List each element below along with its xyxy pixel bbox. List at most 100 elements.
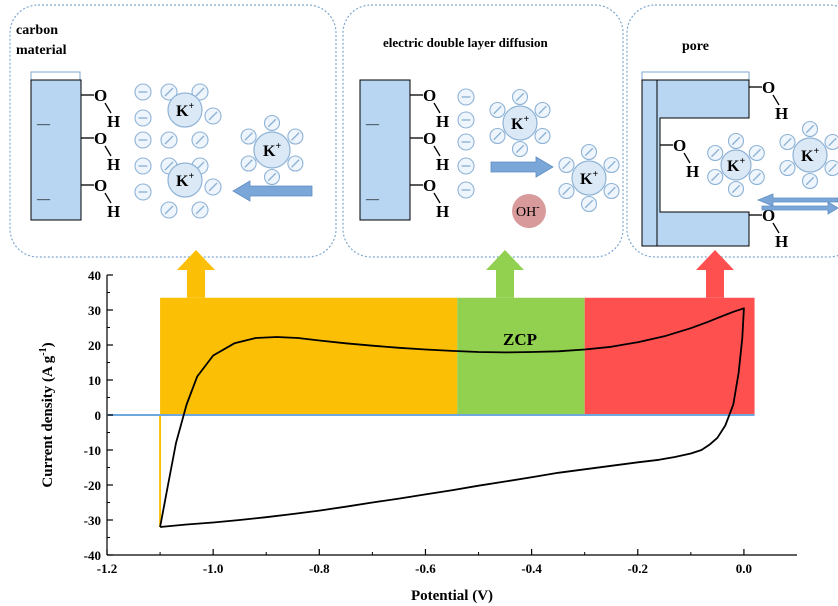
x-tick-label: -0.4 <box>521 561 542 576</box>
potassium-label: K+ <box>801 146 819 165</box>
panel-border <box>342 4 624 258</box>
hydrogen-atom: H <box>107 202 120 221</box>
anion-circle <box>134 109 152 127</box>
diffusion-arrow-in <box>756 193 838 207</box>
cv-curve <box>159 307 745 528</box>
solvent-molecule <box>707 168 724 186</box>
anion-circle <box>134 83 152 101</box>
hydrogen-atom: H <box>686 162 699 181</box>
hydroxyl-group: OH <box>749 206 788 251</box>
hydrogen-atom: H <box>775 232 788 251</box>
potassium-label: K+ <box>727 156 745 175</box>
hydrogen-atom: H <box>436 202 449 221</box>
solvent-molecule <box>603 182 620 200</box>
solvent-molecule <box>511 88 529 106</box>
x-tick-label: -1.2 <box>97 561 118 576</box>
oxygen-atom: O <box>423 176 436 195</box>
diffusion-arrow-right <box>490 156 554 178</box>
solvent-molecule <box>287 155 304 172</box>
hydrated-potassium-ion: K+ <box>707 132 765 198</box>
hydroxyl-group: OH <box>410 129 449 174</box>
solvent-molecule <box>779 133 796 151</box>
panel-double-layer: electric double layer diffusion — — OHOH… <box>342 4 624 258</box>
y-tick-label: -10 <box>84 443 101 458</box>
solvent-molecule <box>489 127 506 145</box>
region-band <box>457 297 585 415</box>
solvent-molecule <box>191 131 209 149</box>
anion-circle <box>134 183 152 201</box>
region-band <box>160 297 458 415</box>
solvent-molecule <box>558 156 575 174</box>
oxygen-atom: O <box>762 206 775 225</box>
y-tick-label: 20 <box>88 338 101 353</box>
diffusion-arrow-out <box>761 201 838 215</box>
region-band <box>584 297 755 415</box>
hydrated-potassium-ion: K+ <box>167 162 203 198</box>
hydrated-potassium-ion: K+ <box>240 114 304 186</box>
solvent-molecule <box>824 133 838 151</box>
x-tick-label: 0.0 <box>736 561 752 576</box>
y-tick-label: 0 <box>95 408 102 423</box>
potassium-label: K+ <box>580 169 598 188</box>
potassium-label: K+ <box>176 171 194 190</box>
potassium-label: K+ <box>511 114 529 133</box>
solvent-molecule <box>204 107 222 125</box>
region-arrow <box>696 250 734 298</box>
hydrated-potassium-ion: K+ <box>167 92 203 128</box>
electrode <box>359 79 411 221</box>
anion-circle <box>457 133 475 151</box>
oxygen-atom: O <box>94 86 107 105</box>
panel-title-line2: material <box>16 43 67 58</box>
potential-regions <box>159 297 755 527</box>
solvent-molecule <box>580 143 598 161</box>
electrode <box>30 79 82 221</box>
region-arrow <box>486 250 524 298</box>
x-axis-label: Potential (V) <box>411 588 493 604</box>
hydrated-ions: K+ K+ <box>707 120 838 198</box>
hydroxyl-group: OH <box>81 129 120 174</box>
hydrated-ions: K+ K+ <box>457 88 620 213</box>
hydrated-potassium-ion: K+ <box>489 88 551 158</box>
solvent-molecule <box>727 132 745 150</box>
solvent-molecule <box>779 159 796 177</box>
zcp-label: ZCP <box>503 330 537 349</box>
oxygen-atom: O <box>673 136 686 155</box>
anion-circle <box>134 157 152 175</box>
oxygen-atom: O <box>94 129 107 148</box>
surface-charge: — <box>36 191 51 206</box>
oxygen-atom: O <box>423 129 436 148</box>
hydroxyl-group: OH <box>660 136 699 181</box>
surface-charge: — <box>365 116 380 131</box>
solvent-molecule <box>824 159 838 177</box>
solvent-molecule <box>603 156 620 174</box>
hydroxyl-group: OH <box>410 176 449 221</box>
panel-title: electric double layer diffusion <box>383 35 549 50</box>
surface-charge: — <box>36 116 51 131</box>
y-axis-label: Current density (A g-1) <box>38 342 56 487</box>
solvent-molecule <box>534 101 551 119</box>
x-tick-label: -0.8 <box>309 561 330 576</box>
solvent-molecule <box>160 83 178 101</box>
anion-circle <box>457 111 475 129</box>
solvent-molecule <box>160 201 178 219</box>
anion-circle <box>134 131 152 149</box>
x-tick-label: -0.6 <box>415 561 436 576</box>
panel-title: pore <box>682 39 709 54</box>
hydrated-potassium-ion: K+ <box>779 120 838 190</box>
hydrated-potassium-ion: K+ <box>558 143 620 213</box>
hydroxide-label: OH- <box>516 202 540 220</box>
anion-circle <box>457 181 475 199</box>
x-tick-label: -0.2 <box>627 561 648 576</box>
pore-electrode <box>641 79 750 247</box>
panel-title-line1: carbon <box>16 23 58 38</box>
panel-border <box>626 4 838 258</box>
y-tick-label: -30 <box>84 513 101 528</box>
hydrated-ions: K+ K+ K+ <box>134 83 304 219</box>
solvent-molecule <box>191 83 209 101</box>
surface-charge: — <box>365 191 380 206</box>
diffusion-arrow-left <box>232 180 313 202</box>
solvent-molecule <box>534 127 551 145</box>
potassium-label: K+ <box>263 141 281 160</box>
